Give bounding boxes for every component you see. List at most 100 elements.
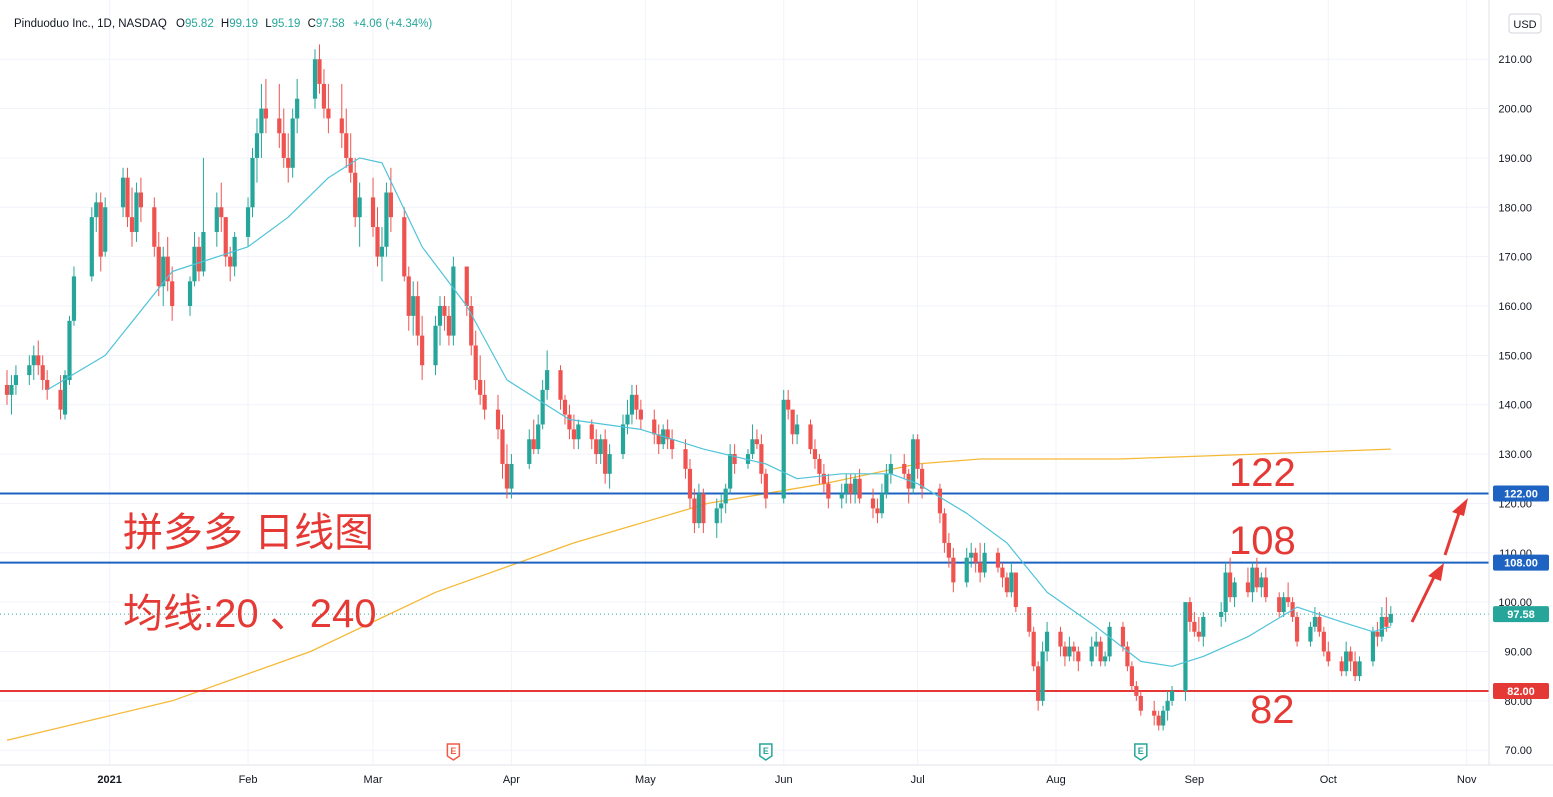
- candle-body: [277, 118, 282, 134]
- annotation-level-122: 122: [1229, 451, 1296, 495]
- candle-body: [1089, 646, 1094, 662]
- candle-body: [978, 562, 983, 573]
- candle-body: [317, 59, 322, 84]
- candle-body: [754, 439, 760, 445]
- price-level-tag: [1493, 682, 1549, 699]
- candle-body: [509, 463, 514, 489]
- candle-body: [9, 384, 14, 395]
- candle-body: [58, 389, 63, 410]
- price-tick-label: 130.00: [1498, 449, 1532, 461]
- candle-body: [89, 217, 94, 277]
- candle-body: [598, 439, 603, 455]
- candle-body: [951, 557, 956, 583]
- candle-body: [36, 355, 41, 366]
- symbol-name: Pinduoduo Inc., 1D, NASDAQ: [14, 18, 167, 30]
- candle-body: [1321, 631, 1326, 652]
- earnings-icon: E: [759, 743, 773, 761]
- candle-body: [1031, 631, 1036, 667]
- candle-body: [540, 389, 545, 425]
- candle-body: [1312, 616, 1318, 627]
- candle-body: [94, 202, 99, 218]
- candle-body: [946, 542, 951, 558]
- candle-body: [125, 177, 130, 218]
- candle-body: [1027, 607, 1032, 632]
- price-level-lines: [0, 492, 1489, 692]
- candle-body: [219, 207, 224, 218]
- candle-body: [937, 488, 943, 514]
- candle-body: [138, 192, 144, 208]
- candle-body: [196, 246, 202, 272]
- candle-body: [1326, 651, 1331, 662]
- candle-body: [870, 498, 876, 509]
- candle-body: [558, 370, 563, 400]
- candle-body: [795, 424, 800, 435]
- candle-body: [1254, 567, 1259, 588]
- candle-body: [781, 399, 786, 499]
- candle-body: [1169, 690, 1175, 701]
- candle-body: [201, 231, 206, 272]
- price-level-tag: [1493, 554, 1549, 571]
- candle-body: [223, 217, 228, 257]
- candle-body: [1058, 631, 1063, 647]
- candle-body: [607, 454, 612, 474]
- candle-body: [665, 429, 670, 440]
- time-axis[interactable]: 2021 Feb Mar Apr May Jun Jul Aug Sep Oct Nov: [97, 774, 1477, 786]
- last-price-tag-label: 97.58: [1507, 609, 1535, 621]
- candle-body: [964, 557, 969, 583]
- candle-body: [388, 192, 393, 218]
- candle-body: [451, 266, 456, 336]
- candle-body: [567, 414, 572, 430]
- candle-body: [1036, 666, 1041, 701]
- candle-body: [482, 394, 487, 410]
- time-tick-label: Feb: [239, 774, 258, 786]
- arrow-upper-icon: [1443, 498, 1468, 556]
- candle-body: [576, 424, 581, 440]
- candle-body: [1370, 631, 1376, 662]
- ma20-line-layer: [46, 157, 1391, 667]
- annotation-title: 拼多多 日线图: [123, 511, 374, 555]
- candle-body: [156, 246, 161, 287]
- currency-label: USD: [1513, 19, 1536, 31]
- candle-body: [1134, 686, 1139, 696]
- symbol-header: Pinduoduo Inc., 1D, NASDAQ O95.82 H99.19…: [14, 18, 432, 30]
- candle-body: [670, 439, 675, 450]
- candle-body: [406, 276, 411, 316]
- candle-body: [1223, 572, 1228, 612]
- candle-body: [228, 256, 233, 267]
- candle-body: [701, 493, 706, 524]
- candle-body: [902, 463, 907, 474]
- currency-button[interactable]: USD: [1508, 13, 1542, 34]
- candle-body: [134, 192, 139, 232]
- candle-body: [995, 552, 1001, 568]
- candle-body: [1103, 656, 1108, 662]
- candle-body: [1183, 602, 1188, 691]
- candle-body: [379, 246, 385, 257]
- candle-body: [638, 409, 643, 420]
- candle-body: [728, 454, 733, 489]
- candle-body: [504, 463, 510, 489]
- candle-body: [942, 513, 947, 543]
- candle-body: [1196, 631, 1201, 637]
- last-price-tag: [1493, 606, 1549, 623]
- candle-body: [531, 439, 536, 450]
- candle-body: [344, 133, 349, 158]
- candle-body: [442, 306, 447, 316]
- candle-body: [187, 281, 193, 306]
- close-value: 97.58: [316, 18, 345, 30]
- candle-body: [281, 133, 286, 158]
- candle-body: [603, 439, 608, 474]
- candle-body: [915, 439, 920, 469]
- candle-body: [1044, 631, 1050, 652]
- price-level-labels: 122.00 108.00 82.00 97.58: [1493, 485, 1549, 699]
- time-tick-label: 2021: [97, 774, 121, 786]
- candle-body: [589, 424, 594, 440]
- candle-body: [473, 345, 478, 381]
- candle-body: [1384, 616, 1389, 627]
- candle-body: [375, 227, 380, 257]
- candle-body: [31, 355, 36, 366]
- candle-body: [1076, 651, 1081, 662]
- candle-body: [692, 498, 697, 524]
- candle-body: [723, 488, 728, 504]
